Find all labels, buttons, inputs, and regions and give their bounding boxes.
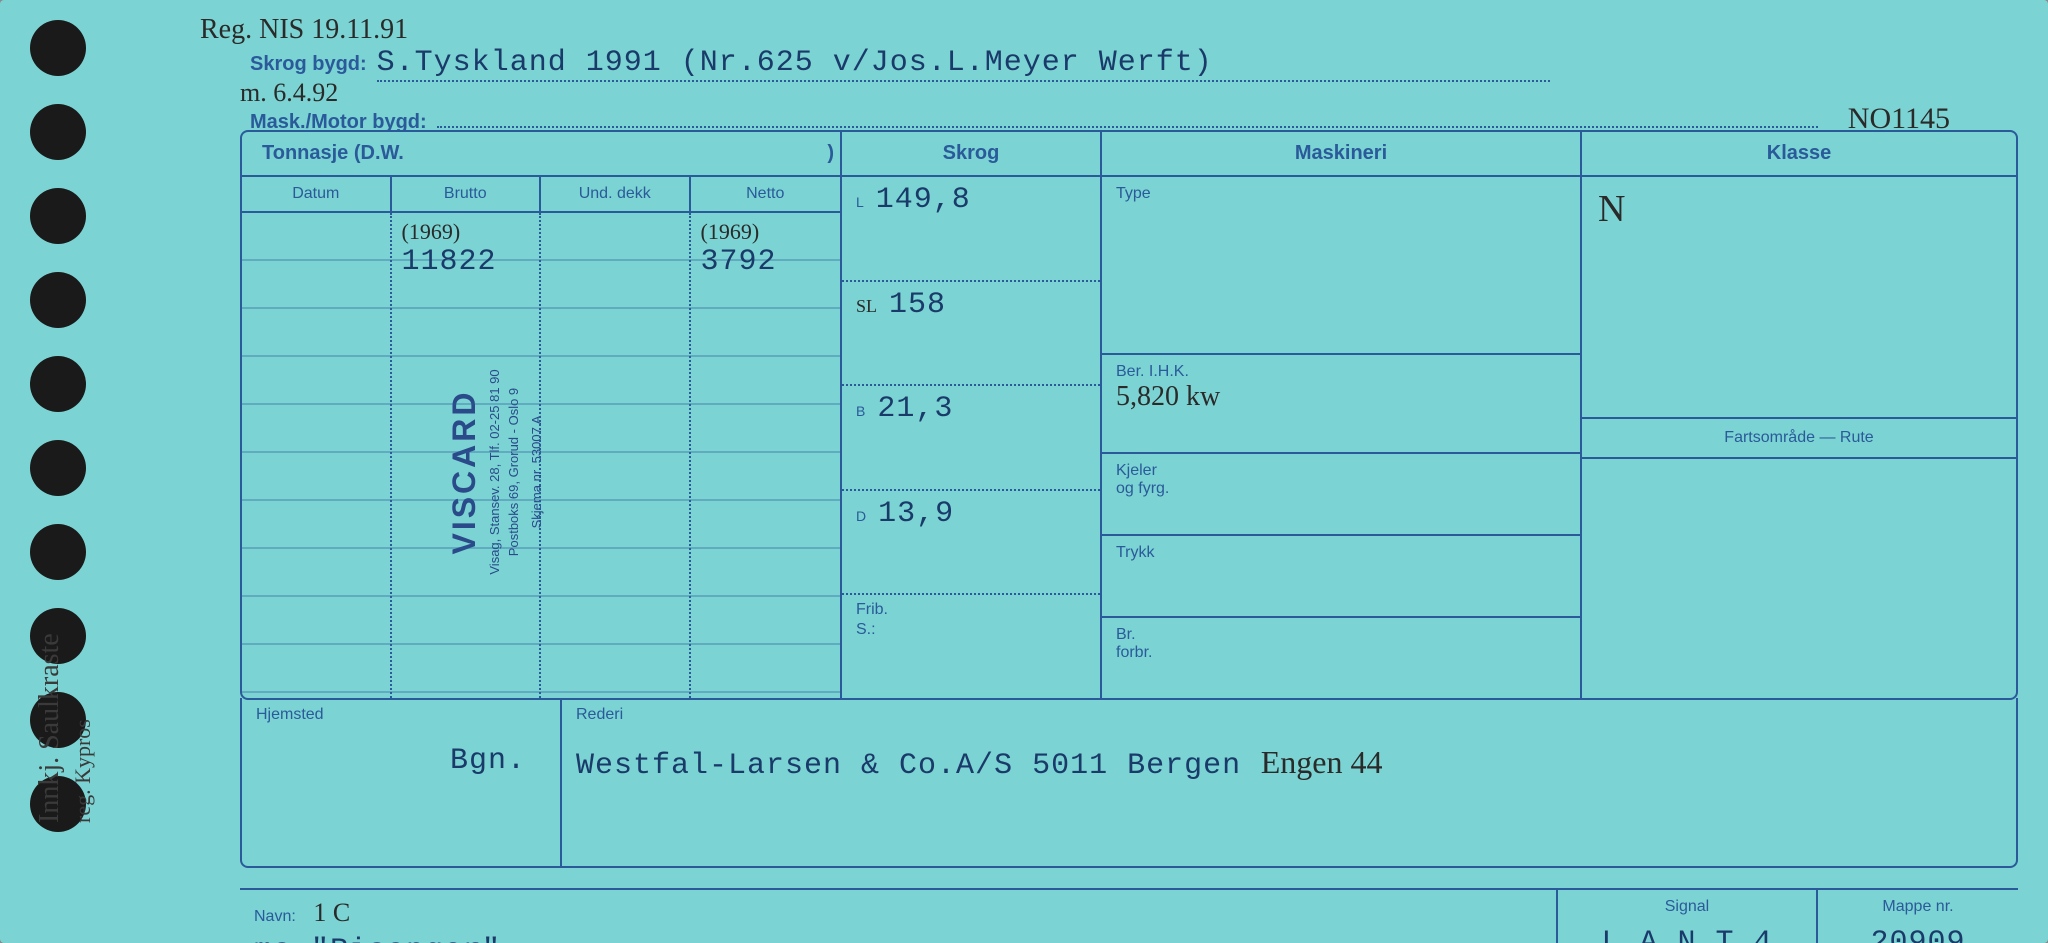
header-area: Reg. NIS 19.11.91 Skrog bygd: S.Tyskland…: [240, 20, 2018, 130]
br-label: Br.: [1116, 626, 1566, 644]
netto-value: 3792: [701, 245, 831, 279]
note-reg: Reg. NIS 19.11.91: [200, 14, 408, 46]
ber-value: 5,820 kw: [1116, 381, 1566, 413]
mask-bygd-label: Mask./Motor bygd:: [250, 111, 427, 134]
mappe-label: Mappe nr.: [1832, 898, 2004, 916]
brutto-value: 11822: [402, 245, 530, 279]
side-note-1: Innkj. Saulkraste: [34, 633, 65, 823]
cell-brutto: (1969) 11822: [392, 213, 542, 698]
signal-cell: Signal L A N T 4: [1558, 890, 1818, 943]
trykk-label: Trykk: [1116, 544, 1155, 561]
col-tonnasje: Tonnasje (D.W. ) Datum Brutto Und. dekk …: [242, 132, 842, 698]
signal-value: L A N T 4: [1572, 926, 1802, 943]
rederi-label: Rederi: [576, 706, 2002, 724]
hjemsted-value: Bgn.: [256, 744, 546, 778]
brutto-paren: (1969): [402, 219, 530, 245]
mappe-cell: Mappe nr. 20909: [1818, 890, 2018, 943]
bottom-row: Navn: 1 C ms."Risanger" Signal L A N T 4…: [240, 888, 2018, 943]
klasse-header: Klasse: [1582, 132, 2016, 177]
rederi-value: Westfal-Larsen & Co.A/S 5011 Bergen: [576, 749, 1241, 783]
rederi-hand: Engen 44: [1261, 744, 1383, 780]
mask-note: NO1145: [1848, 102, 1950, 136]
col-klasse: Klasse N Fartsområde — Rute: [1582, 132, 2016, 698]
frib-label: Frib.: [856, 601, 888, 619]
skrog-bygd-value: S.Tyskland 1991 (Nr.625 v/Jos.L.Meyer We…: [377, 46, 1550, 82]
skrog-bygd-label: Skrog bygd:: [250, 53, 367, 76]
hdr-brutto: Brutto: [392, 177, 542, 211]
navn-label: Navn:: [254, 908, 296, 925]
hdr-datum: Datum: [242, 177, 392, 211]
mask-header: Maskineri: [1102, 132, 1580, 177]
tonnasje-header: Tonnasje (D.W.: [262, 142, 404, 165]
navn-value: ms."Risanger": [254, 934, 1542, 943]
type-label: Type: [1116, 185, 1151, 202]
kjeler-label: Kjeler: [1116, 462, 1566, 480]
cell-datum: [242, 213, 392, 698]
klasse-value: N: [1598, 188, 1625, 230]
skrog-D: 13,9: [878, 497, 954, 531]
tonnasje-close: ): [827, 142, 834, 165]
rederi-cell: Rederi Westfal-Larsen & Co.A/S 5011 Berg…: [562, 698, 2016, 866]
mappe-value: 20909: [1832, 926, 2004, 943]
index-card: VISCARD Visag, Stansev. 28, Tlf. 02-25 8…: [0, 0, 2048, 943]
navn-note: 1 C: [313, 898, 350, 927]
farts-label: Fartsområde — Rute: [1582, 419, 2016, 459]
hjemsted-cell: Hjemsted Bgn.: [242, 698, 562, 866]
s-label: S.:: [856, 621, 876, 639]
cell-und: [541, 213, 691, 698]
skrog-header: Skrog: [842, 132, 1100, 177]
hdr-und: Und. dekk: [541, 177, 691, 211]
fyrg-label: og fyrg.: [1116, 480, 1566, 498]
navn-cell: Navn: 1 C ms."Risanger": [240, 890, 1558, 943]
skrog-B: 21,3: [877, 392, 953, 426]
side-note-2: reg. Kypros: [70, 719, 95, 823]
skrog-L: 149,8: [876, 183, 971, 217]
main-table: Tonnasje (D.W. ) Datum Brutto Und. dekk …: [240, 130, 2018, 700]
lower-row: Hjemsted Bgn. Rederi Westfal-Larsen & Co…: [240, 698, 2018, 868]
forbr-label: forbr.: [1116, 644, 1566, 662]
col-maskineri: Maskineri Type Ber. I.H.K. 5,820 kw Kjel…: [1102, 132, 1582, 698]
side-handwritten-notes: Innkj. Saulkraste reg. Kypros: [34, 633, 98, 823]
netto-paren: (1969): [701, 219, 831, 245]
hdr-netto: Netto: [691, 177, 841, 211]
ber-label: Ber. I.H.K.: [1116, 363, 1566, 381]
hjemsted-label: Hjemsted: [256, 706, 546, 724]
cell-netto: (1969) 3792: [691, 213, 841, 698]
col-skrog: Skrog L 149,8 SL 158 B 21,3 D: [842, 132, 1102, 698]
card-content: Reg. NIS 19.11.91 Skrog bygd: S.Tyskland…: [240, 20, 2018, 923]
skrog-SL: 158: [889, 288, 946, 322]
signal-label: Signal: [1572, 898, 1802, 916]
